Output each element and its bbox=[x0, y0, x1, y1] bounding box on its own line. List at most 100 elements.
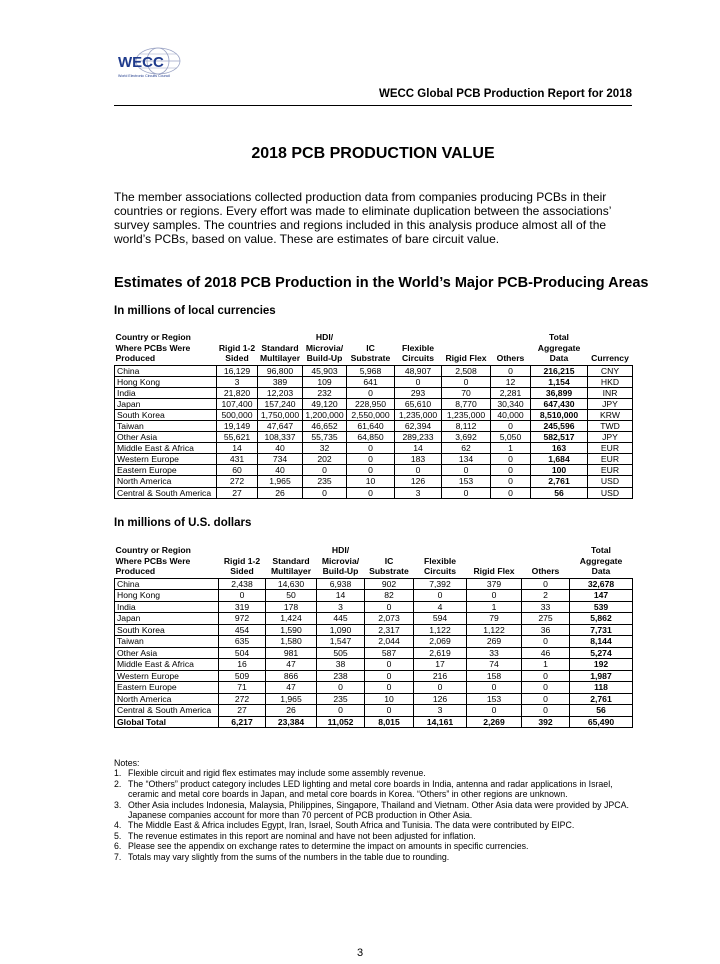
value-cell: 8,510,000 bbox=[530, 408, 588, 421]
value-cell: JPY bbox=[587, 397, 633, 410]
column-header: Standard Multilayer bbox=[266, 545, 317, 578]
value-cell: TWD bbox=[587, 419, 633, 433]
value-cell: 14,161 bbox=[413, 715, 467, 728]
section-title: Estimates of 2018 PCB Production in the … bbox=[114, 275, 649, 291]
value-cell: 38 bbox=[316, 658, 365, 671]
region-cell: Other Asia bbox=[114, 431, 217, 444]
note-text: The Middle East & Africa includes Egypt,… bbox=[128, 820, 575, 831]
value-cell: 163 bbox=[530, 442, 588, 455]
column-header-line bbox=[415, 545, 466, 556]
value-cell: 65,610 bbox=[394, 397, 442, 410]
value-cell: 392 bbox=[521, 715, 570, 728]
value-cell: 0 bbox=[364, 681, 414, 694]
value-cell: 235 bbox=[316, 692, 365, 705]
value-cell: 734 bbox=[257, 453, 303, 466]
column-header-line bbox=[443, 343, 490, 354]
value-cell: 635 bbox=[218, 635, 266, 648]
table-row: North America 272 1,965 235 10 126 153 0 2,761 bbox=[114, 692, 633, 705]
column-header-line bbox=[348, 332, 394, 343]
value-cell: 47 bbox=[265, 658, 317, 671]
table-row: Western Europe 431 734 202 0 183 134 0 1,684 EUR bbox=[114, 453, 633, 466]
value-cell: 0 bbox=[521, 635, 570, 648]
region-cell: Western Europe bbox=[114, 669, 219, 682]
value-cell: 23,384 bbox=[265, 715, 317, 728]
table-row: Japan 107,400 157,240 49,120 228,950 65,610 8,… bbox=[114, 397, 633, 410]
local-currency-subtitle: In millions of local currencies bbox=[114, 305, 276, 317]
value-cell: 2,281 bbox=[490, 386, 531, 399]
note-item: 6. Please see the appendix on exchange ra… bbox=[114, 841, 639, 851]
column-header-line bbox=[443, 332, 490, 343]
column-header-line: Circuits bbox=[424, 566, 456, 576]
value-cell: 582,517 bbox=[530, 431, 588, 444]
value-cell: 2,044 bbox=[364, 635, 414, 648]
intro-paragraph: The member associations collected produc… bbox=[114, 190, 611, 246]
value-cell: 60 bbox=[216, 464, 258, 477]
column-header-line: Aggregate bbox=[579, 555, 623, 566]
value-cell: 1,965 bbox=[265, 692, 317, 705]
column-header-line bbox=[523, 556, 569, 567]
value-cell: 27 bbox=[218, 704, 266, 717]
table-row: Other Asia 504 981 505 587 2,619 33 46 5,274 bbox=[114, 646, 633, 659]
column-header-line: Flexible bbox=[424, 555, 456, 566]
value-cell: 192 bbox=[569, 658, 633, 671]
value-cell: 5,050 bbox=[490, 431, 531, 444]
value-cell: 238 bbox=[316, 669, 365, 682]
column-header-line: Multilayer bbox=[270, 566, 312, 576]
column-header-line: Rigid Flex bbox=[445, 353, 487, 363]
value-cell: 0 bbox=[218, 589, 266, 602]
value-cell: 293 bbox=[394, 386, 442, 399]
note-item: 4. The Middle East & Africa includes Egyp… bbox=[114, 820, 639, 830]
note-text: Totals may vary slightly from the sums o… bbox=[128, 851, 450, 862]
column-header: Rigid 1-2 Sided bbox=[219, 545, 266, 578]
column-header-line: Rigid 1-2 bbox=[218, 342, 256, 353]
table-row: South Korea 454 1,590 1,090 2,317 1,122 1,122 3… bbox=[114, 623, 633, 636]
value-cell: 8,112 bbox=[441, 419, 491, 433]
note-item: 3. Other Asia includes Indonesia, Malaysi… bbox=[114, 800, 639, 821]
value-cell: 16 bbox=[218, 658, 266, 671]
usd-subtitle: In millions of U.S. dollars bbox=[114, 517, 252, 529]
value-cell: 21,820 bbox=[216, 386, 258, 399]
value-cell: 107,400 bbox=[216, 397, 258, 410]
value-cell: 500,000 bbox=[216, 408, 258, 421]
value-cell: 0 bbox=[521, 577, 570, 590]
value-cell: 1,987 bbox=[569, 669, 633, 682]
value-cell: 272 bbox=[218, 692, 266, 705]
value-cell: 0 bbox=[413, 589, 467, 602]
value-cell: 0 bbox=[364, 600, 414, 613]
value-cell: 866 bbox=[265, 669, 317, 682]
table-row: India 319 178 3 0 4 1 33 539 bbox=[114, 600, 633, 613]
value-cell: 26 bbox=[265, 704, 317, 717]
region-cell: Western Europe bbox=[114, 453, 217, 466]
column-header: Rigid Flex bbox=[442, 332, 491, 365]
notes: Notes: 1. Flexible circuit and rigid flex… bbox=[114, 758, 639, 862]
header-divider bbox=[114, 105, 632, 106]
value-cell: 587 bbox=[364, 646, 414, 659]
page-title: 2018 PCB PRODUCTION VALUE bbox=[251, 145, 495, 162]
note-number: 1. bbox=[114, 768, 122, 779]
value-cell: 2,269 bbox=[466, 715, 522, 728]
value-cell: 1,122 bbox=[466, 623, 522, 636]
value-cell: 5,968 bbox=[346, 364, 395, 377]
value-cell: 74 bbox=[466, 658, 522, 671]
table-row: Eastern Europe 71 47 0 0 0 0 0 118 bbox=[114, 681, 633, 694]
value-cell: 1 bbox=[521, 658, 570, 671]
value-cell: 5,274 bbox=[569, 646, 633, 659]
column-header: IC Substrate bbox=[347, 332, 395, 365]
value-cell: 3,692 bbox=[441, 431, 491, 444]
table-row: Global Total 6,217 23,384 11,052 8,015 14,161… bbox=[114, 715, 633, 728]
value-cell: 126 bbox=[413, 692, 467, 705]
value-cell: 10 bbox=[364, 692, 414, 705]
region-cell: Central & South America bbox=[114, 704, 219, 717]
note-text: Please see the appendix on exchange rate… bbox=[128, 841, 529, 852]
value-cell: 79 bbox=[466, 612, 522, 625]
value-cell: 10 bbox=[346, 475, 395, 488]
value-cell: 14 bbox=[216, 442, 258, 455]
column-header-line: Rigid Flex bbox=[473, 566, 515, 576]
value-cell: 0 bbox=[364, 658, 414, 671]
table-row: Other Asia 55,621 108,337 55,735 64,850 289,2… bbox=[114, 431, 633, 444]
column-header-line: Total bbox=[591, 545, 611, 555]
column-header-line: Others bbox=[531, 566, 560, 576]
column-header: Country or Region Where PCBs Were Produced bbox=[115, 545, 219, 578]
value-cell: 0 bbox=[394, 464, 442, 477]
note-text: The revenue estimates in this report are… bbox=[128, 830, 476, 841]
